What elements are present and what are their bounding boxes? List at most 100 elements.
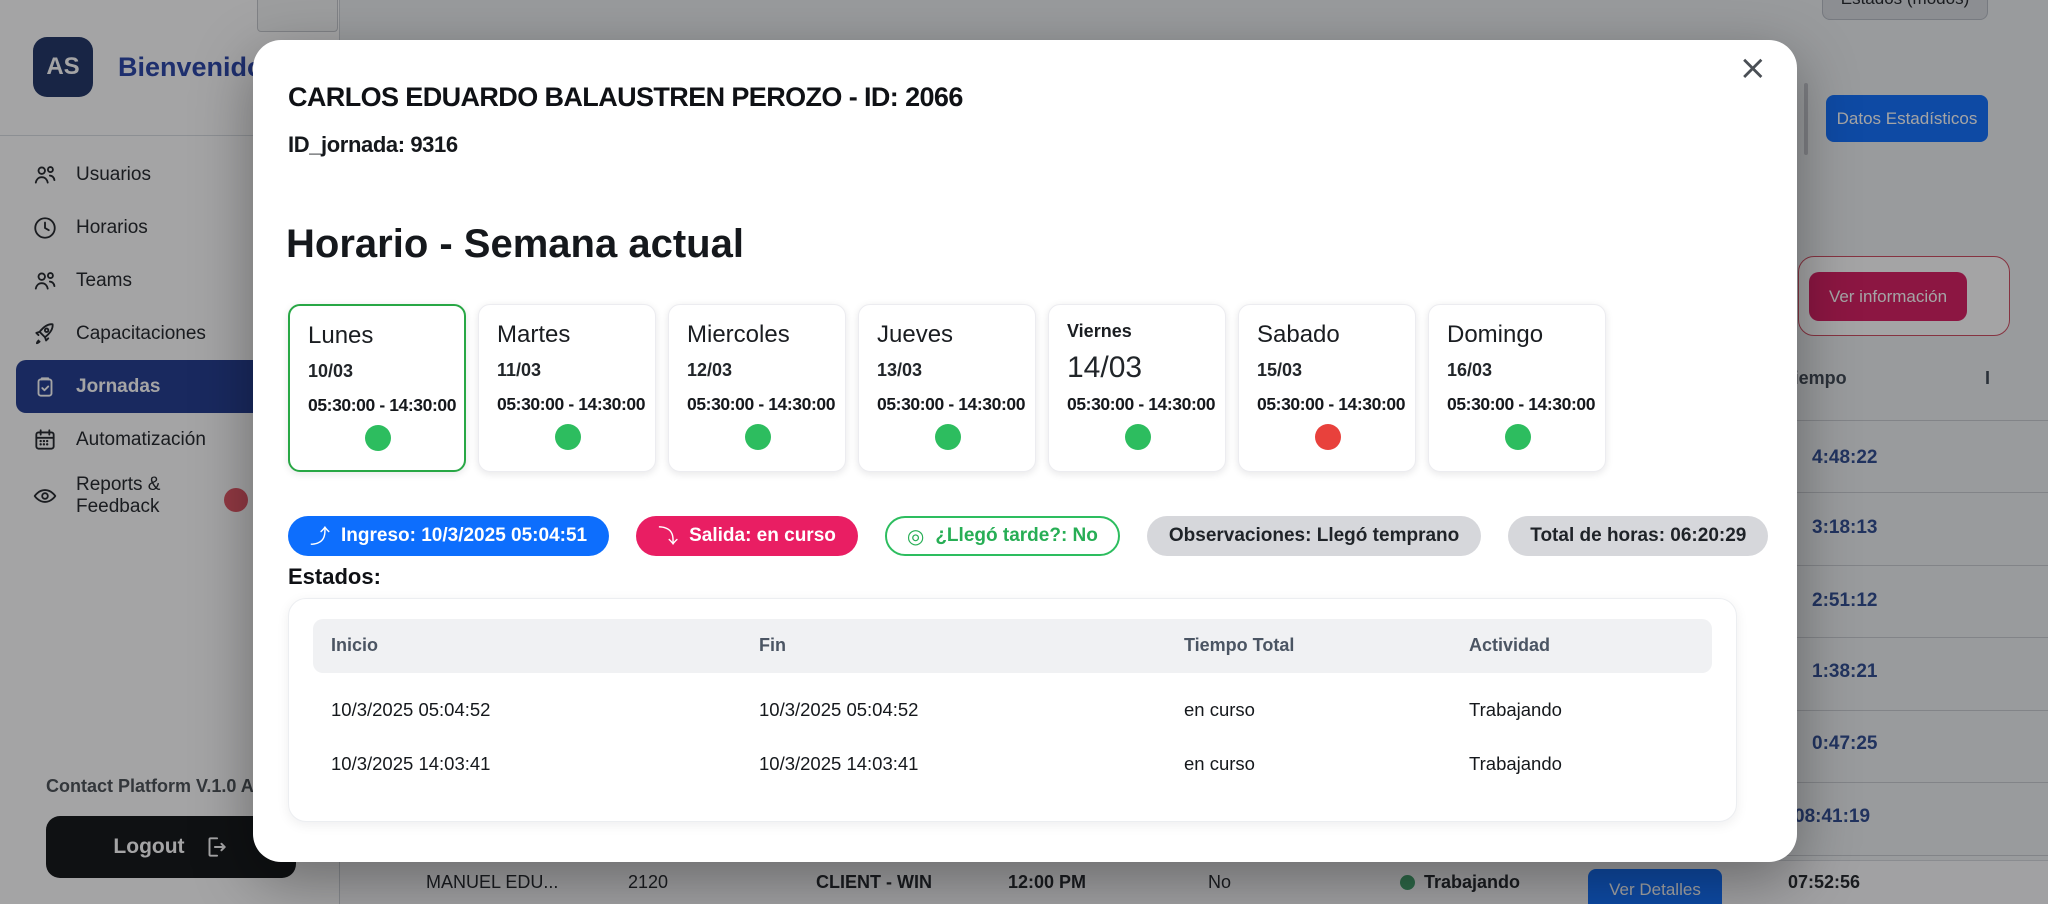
sidebar-item-capacitaciones[interactable]: Capacitaciones (16, 307, 315, 360)
day-date: 11/03 (497, 360, 542, 380)
llego-tarde-badge: ◎ ¿Llegó tarde?: No (884, 516, 1120, 556)
status-dot (745, 424, 771, 450)
sidebar-toggle[interactable] (257, 0, 338, 32)
logout-icon (208, 837, 226, 857)
salida-text: Salida: en curso (689, 525, 836, 546)
day-name: Lunes (308, 322, 374, 349)
column-header-partial: I (1985, 368, 1991, 388)
avatar: AS (33, 37, 93, 97)
status-label: Trabajando (1424, 872, 1521, 892)
total-horas-text: Total de horas: 06:20:29 (1530, 525, 1747, 546)
observaciones-badge: Observaciones: Llegó temprano (1146, 516, 1482, 556)
modal-subtitle: ID_jornada: 9316 (288, 132, 458, 157)
datos-estadisticos-button[interactable]: Datos Estadísticos (1826, 95, 1988, 142)
ver-detalles-button[interactable]: Ver Detalles (1588, 869, 1722, 904)
day-hours: 05:30:00 - 14:30:00 (1257, 394, 1406, 414)
day-hours: 05:30:00 - 14:30:00 (1067, 394, 1216, 414)
tiempo-value: 4:48:22 (1812, 447, 1878, 468)
status-dot (1315, 424, 1341, 450)
actividad-value: Trabajando (1469, 753, 1562, 774)
day-name: Miercoles (687, 321, 790, 348)
sidebar-item-teams[interactable]: Teams (16, 254, 315, 307)
arrow-down-icon: ⤵ (658, 524, 679, 548)
arrow-up-icon: ⤴ (310, 524, 330, 548)
divider (1770, 782, 2048, 783)
day-date: 16/03 (1447, 360, 1493, 380)
llego-tarde-text: ¿Llegó tarde?: No (935, 525, 1098, 546)
column-header-actividad: Actividad (1469, 635, 1551, 655)
tiempo-value: 0:47:25 (1812, 733, 1878, 754)
sidebar-item-automatizacion[interactable]: Automatización (16, 413, 315, 466)
day-card-sabado[interactable]: Sabado 15/03 05:30:00 - 14:30:00 (1238, 304, 1416, 472)
day-hours: 05:30:00 - 14:30:00 (687, 394, 836, 414)
column-header-fin: Fin (759, 635, 786, 655)
column-header-tiempo: Tiempo (1783, 368, 1847, 388)
sidebar-item-label: Jornadas (76, 375, 161, 397)
sidebar-item-label: Reports & Feedback (76, 474, 161, 517)
ver-informacion-button[interactable]: Ver información (1809, 272, 1967, 321)
day-hours: 05:30:00 - 14:30:00 (308, 395, 457, 415)
day-card-miercoles[interactable]: Miercoles 12/03 05:30:00 - 14:30:00 (668, 304, 846, 472)
rocket-icon (32, 321, 58, 347)
table-row: 10/3/2025 14:03:41 10/3/2025 14:03:41 en… (289, 737, 1736, 791)
estados-modos-button[interactable]: Estados (modos) (1822, 0, 1988, 20)
sidebar-item-reports-feedback[interactable]: Reports & Feedback (16, 466, 315, 526)
divider (0, 135, 340, 136)
divider (1770, 855, 2048, 856)
sidebar-item-label: Automatización (76, 428, 206, 450)
sidebar-item-horarios[interactable]: Horarios (16, 201, 315, 254)
day-card-domingo[interactable]: Domingo 16/03 05:30:00 - 14:30:00 (1428, 304, 1606, 472)
observaciones-text: Observaciones: Llegó temprano (1168, 525, 1460, 546)
users-icon (32, 268, 58, 294)
table-row[interactable]: MANUEL EDU... 2120 CLIENT - WIN 12:00 PM… (340, 860, 2048, 904)
day-name: Jueves (877, 321, 954, 348)
tiempo-value: 2:51:12 (1812, 590, 1878, 611)
time-total: 07:52:56 (1788, 872, 1861, 892)
ingreso-badge: ⤴ Ingreso: 10/3/2025 05:04:51 (288, 516, 610, 556)
section-title: Horario - Semana actual (286, 222, 744, 266)
total-horas-badge: Total de horas: 06:20:29 (1508, 516, 1769, 556)
close-icon[interactable]: × (1733, 50, 1774, 86)
day-hours: 05:30:00 - 14:30:00 (1447, 394, 1596, 414)
divider (1770, 710, 2048, 711)
scrollbar-thumb[interactable] (1804, 83, 1808, 155)
day-name: Sabado (1257, 321, 1340, 348)
day-name: Martes (497, 321, 571, 348)
entry-hour: 12:00 PM (1008, 872, 1087, 892)
clock-icon (32, 215, 58, 241)
welcome-text: Bienvenido (118, 52, 264, 82)
day-date: 13/03 (877, 360, 923, 380)
app-version: Contact Platform V.1.0 A (46, 776, 254, 796)
day-date: 15/03 (1257, 360, 1303, 380)
tiempo-total-value: en curso (1184, 699, 1255, 720)
day-date: 14/03 (1067, 351, 1143, 384)
day-card-martes[interactable]: Martes 11/03 05:30:00 - 14:30:00 (478, 304, 656, 472)
status-dot (555, 424, 581, 450)
day-hours: 05:30:00 - 14:30:00 (497, 394, 646, 414)
tiempo-value: 08:41:19 (1794, 806, 1871, 827)
column-header-tiempo-total: Tiempo Total (1184, 635, 1295, 655)
day-card-viernes[interactable]: Viernes 14/03 05:30:00 - 14:30:00 (1048, 304, 1226, 472)
actividad-value: Trabajando (1469, 699, 1562, 720)
inicio-value: 10/3/2025 05:04:52 (331, 699, 491, 720)
tiempo-value: 1:38:21 (1812, 661, 1878, 682)
tiempo-value: 3:18:13 (1812, 517, 1878, 538)
table-row: 10/3/2025 05:04:52 10/3/2025 05:04:52 en… (289, 683, 1736, 737)
clipboard-check-icon (32, 374, 58, 400)
sidebar-item-usuarios[interactable]: Usuarios (16, 148, 315, 201)
column-header-inicio: Inicio (331, 635, 379, 655)
status-dot (935, 424, 961, 450)
salida-badge: ⤵ Salida: en curso (636, 516, 858, 556)
info-card: Ver información (1798, 256, 2010, 336)
status-dot (1400, 875, 1415, 890)
late-flag: No (1208, 872, 1232, 892)
status-dot (1125, 424, 1151, 450)
eye-icon (32, 483, 58, 509)
notification-dot (224, 488, 248, 512)
day-card-jueves[interactable]: Jueves 13/03 05:30:00 - 14:30:00 (858, 304, 1036, 472)
day-card-lunes[interactable]: Lunes 10/03 05:30:00 - 14:30:00 (288, 304, 466, 472)
client-label: CLIENT - WIN (816, 872, 932, 892)
fin-value: 10/3/2025 14:03:41 (759, 753, 919, 774)
status-dot (365, 425, 391, 451)
